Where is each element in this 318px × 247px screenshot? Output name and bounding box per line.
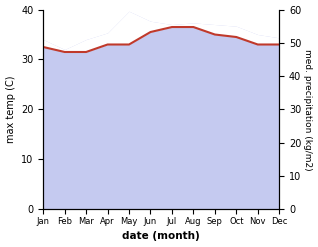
X-axis label: date (month): date (month) [122, 231, 200, 242]
Y-axis label: med. precipitation (kg/m2): med. precipitation (kg/m2) [303, 49, 313, 170]
Y-axis label: max temp (C): max temp (C) [5, 76, 16, 143]
